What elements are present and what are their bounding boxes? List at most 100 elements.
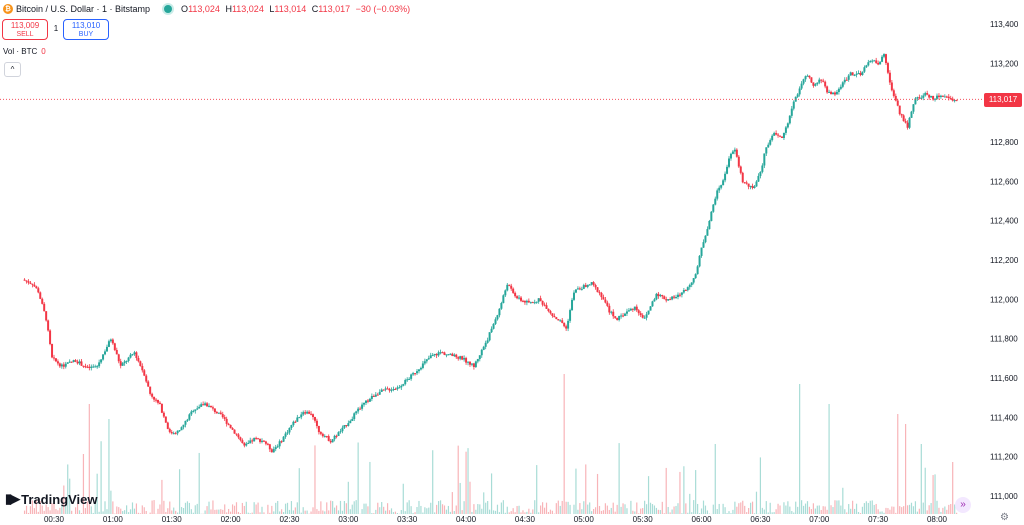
volume-bar: [151, 500, 153, 514]
volume-bar: [88, 404, 90, 514]
candle-body: [162, 412, 165, 417]
volume-legend[interactable]: Vol · BTC 0: [3, 47, 46, 56]
volume-bar: [547, 511, 550, 514]
volume-bar: [496, 504, 499, 514]
volume-bar: [235, 502, 238, 514]
candle-body: [33, 284, 36, 287]
candle-body: [321, 433, 324, 437]
candle-body: [720, 185, 723, 188]
volume-bar: [339, 500, 342, 514]
volume-bar: [777, 503, 779, 514]
candle-body: [347, 423, 350, 426]
candle-body: [633, 306, 636, 310]
volume-bar: [247, 512, 249, 514]
candle-body: [72, 360, 75, 363]
candle-body: [643, 317, 646, 319]
candle-body: [814, 84, 817, 86]
volume-bar: [816, 505, 818, 514]
ohlc-values: O113,024 H113,024 L113,014 C113,017 −30 …: [181, 4, 413, 14]
candle-body: [779, 135, 782, 137]
volume-bar: [228, 508, 230, 514]
volume-bar: [332, 501, 334, 514]
candle-body: [45, 311, 48, 321]
volume-bar: [514, 512, 516, 514]
candle-body: [325, 436, 328, 438]
scroll-to-realtime-button[interactable]: »: [955, 497, 971, 513]
candle-body: [618, 315, 621, 320]
volume-bar: [104, 501, 106, 514]
volume-bar: [198, 452, 200, 514]
volume-bar: [82, 454, 85, 514]
candle-body: [661, 295, 664, 297]
volume-bar: [596, 473, 599, 514]
candle-body: [863, 67, 866, 72]
candle-body: [249, 440, 252, 443]
tradingview-logo[interactable]: ▮▶ TradingView: [5, 491, 98, 507]
volume-bar: [567, 501, 569, 514]
candle-body: [569, 310, 572, 321]
volume-bar: [681, 513, 683, 514]
candle-body: [845, 79, 848, 81]
candle-body: [247, 442, 250, 444]
volume-bar: [903, 506, 905, 514]
volume-bar: [767, 512, 769, 514]
volume-bar: [467, 448, 469, 514]
candle-body: [580, 288, 583, 290]
symbol-title[interactable]: Bitcoin / U.S. Dollar · 1 · Bitstamp: [16, 4, 151, 14]
price-axis[interactable]: 113,400113,200113,000112,800112,600112,4…: [990, 20, 1019, 501]
candle-body: [553, 316, 556, 318]
candle-body: [926, 93, 929, 95]
candle-body: [698, 255, 701, 267]
gear-icon[interactable]: ⚙: [1000, 512, 1009, 523]
volume-bar: [326, 502, 328, 514]
buy-button[interactable]: 113,010 BUY: [63, 19, 109, 40]
volume-bar: [914, 501, 917, 514]
candle-body: [111, 339, 114, 344]
volume-bar: [61, 505, 63, 514]
candle-body: [541, 300, 544, 305]
candle-body: [883, 54, 886, 57]
candle-body: [745, 182, 748, 184]
candle-body: [308, 411, 311, 414]
open-label: O: [181, 4, 189, 14]
candle-body: [437, 352, 440, 356]
collapse-legend-button[interactable]: ^: [4, 62, 21, 77]
volume-bar: [852, 500, 854, 514]
candle-body: [896, 100, 899, 106]
volume-bar: [926, 510, 928, 514]
candle-body: [443, 352, 446, 355]
volume-bar: [404, 511, 406, 514]
volume-bar: [255, 504, 257, 514]
candle-body: [773, 133, 776, 136]
volume-bar: [447, 505, 450, 514]
volume-bar: [575, 468, 577, 514]
volume-bar: [29, 506, 32, 514]
volume-bar: [653, 505, 656, 514]
volume-bar: [655, 507, 658, 514]
candle-body: [43, 303, 46, 312]
volume-bar: [524, 512, 526, 514]
candle-body: [824, 81, 827, 87]
volume-bar: [390, 508, 393, 514]
volume-legend-value: 0: [41, 47, 46, 56]
market-status-icon[interactable]: [164, 5, 173, 13]
candle-body: [257, 438, 260, 440]
time-axis[interactable]: 00:30 01:00 01:30 02:00 02:30 03:00 03:30 04:00…: [44, 515, 948, 524]
volume-bar: [793, 512, 795, 514]
sell-button[interactable]: 113,009 SELL: [2, 19, 48, 40]
time-axis-tick: 00:30: [44, 515, 65, 524]
candle-body: [419, 367, 422, 370]
candle-body: [408, 378, 411, 380]
volume-bar: [282, 512, 285, 514]
volume-bar: [108, 419, 110, 514]
candle-body: [731, 151, 734, 154]
volume-bar: [693, 500, 695, 514]
volume-bar: [728, 511, 730, 514]
volume-bar: [33, 508, 35, 514]
volume-bar: [129, 509, 132, 514]
candle-body: [690, 282, 693, 286]
volume-bar: [204, 510, 206, 514]
volume-bar: [726, 513, 728, 514]
candle-body: [557, 319, 560, 321]
